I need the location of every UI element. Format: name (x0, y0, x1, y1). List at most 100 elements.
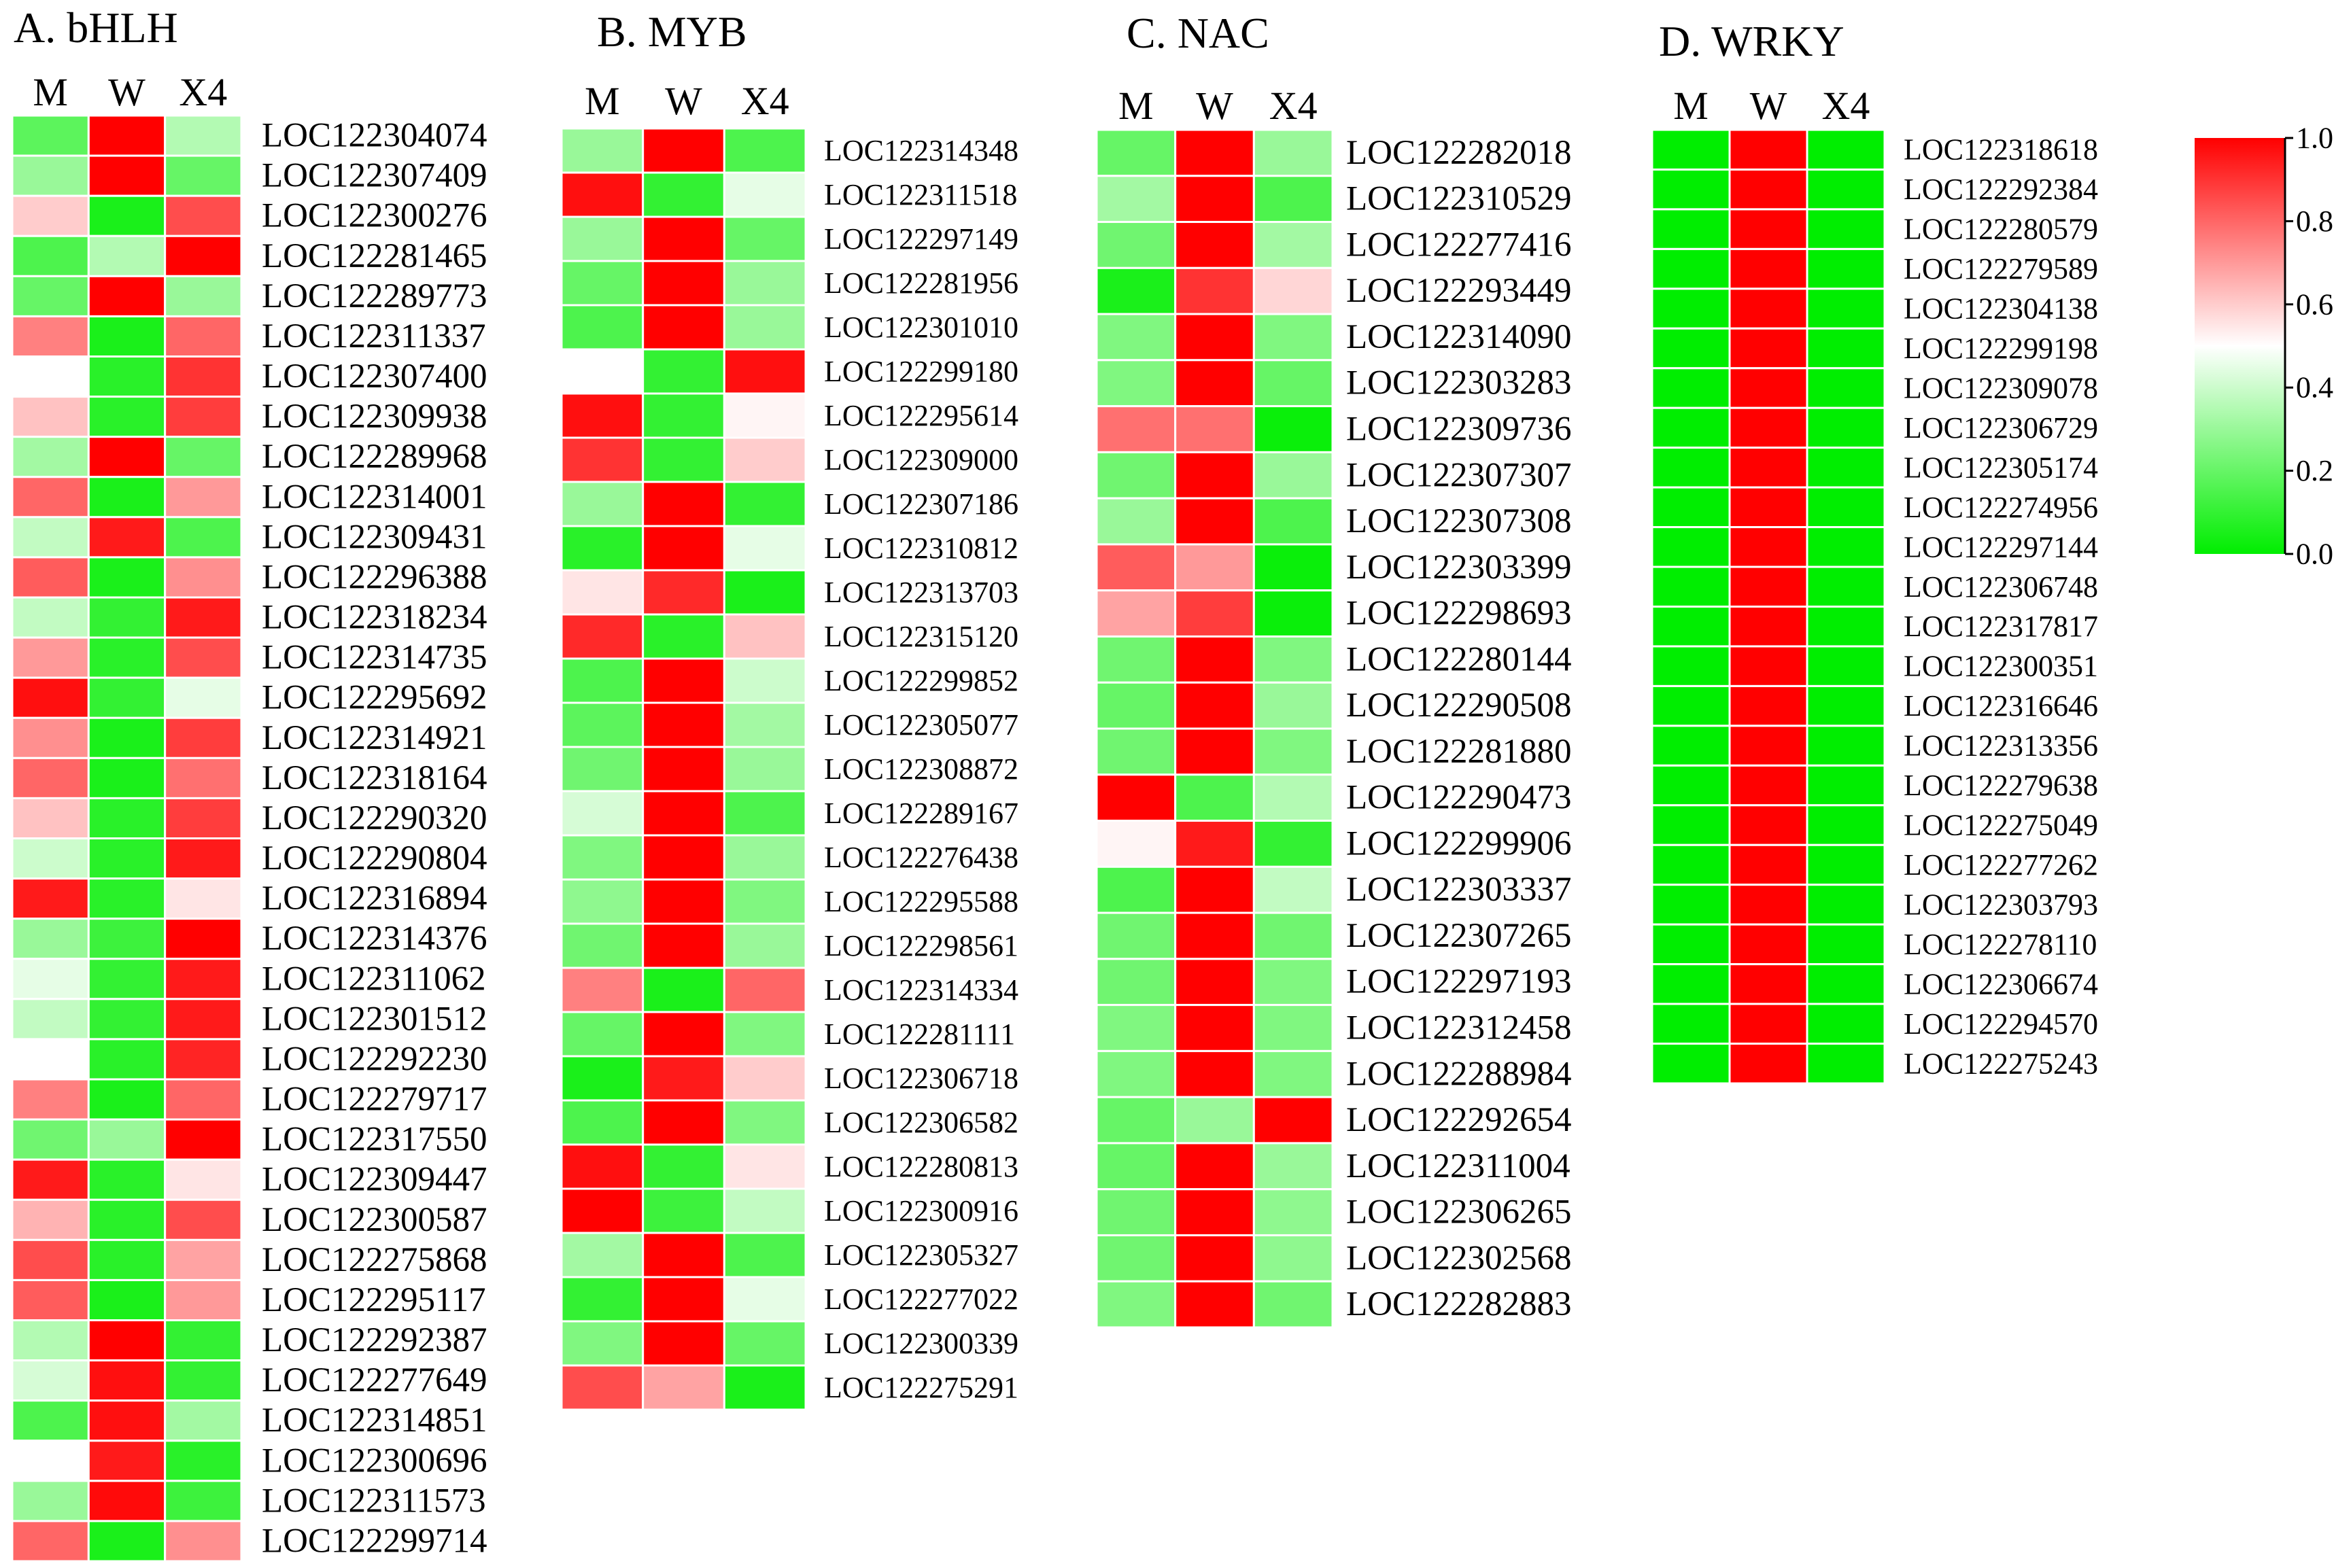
row-label: LOC122279589 (1904, 252, 2098, 285)
heatmap-cell (87, 1078, 167, 1121)
panel-title: A. bHLH (14, 3, 178, 52)
heatmap-panel: D. WRKY M W X4 LOC122318618 LOC122292384 LOC12… (1651, 17, 2098, 1085)
row-label: LOC122280144 (1346, 640, 1572, 678)
row-label: LOC122277649 (262, 1361, 487, 1399)
heatmap-cell (164, 1118, 243, 1161)
heatmap-cell (164, 797, 243, 839)
heatmap-cell (723, 1011, 807, 1058)
row-label: LOC122309431 (262, 518, 487, 556)
heatmap-cell (1252, 911, 1334, 960)
heatmap-cell (1174, 313, 1255, 362)
row-label: LOC122306265 (1346, 1194, 1572, 1232)
column-label: X4 (1269, 84, 1318, 128)
heatmap-cell (1806, 764, 1886, 807)
heatmap-cell (1651, 884, 1731, 926)
column-label: M (33, 70, 68, 114)
heatmap-cell (1095, 635, 1177, 684)
column-label: W (108, 70, 145, 114)
heatmap-cell (560, 878, 645, 925)
row-label: LOC122309000 (824, 443, 1018, 476)
row-label: LOC122311518 (824, 178, 1017, 211)
row-label: LOC122289167 (824, 797, 1018, 830)
heatmap-cell (560, 1364, 645, 1411)
heatmap-cell (642, 481, 725, 527)
heatmap-cell (560, 1276, 645, 1323)
heatmap-cell (164, 636, 243, 679)
heatmap-cell (1174, 635, 1255, 684)
heatmap-cell (164, 556, 243, 599)
row-label: LOC122303337 (1346, 871, 1572, 909)
panel-title: C. NAC (1127, 9, 1269, 57)
row-label: LOC122314090 (1346, 318, 1572, 356)
heatmap-cell (87, 1399, 167, 1442)
heatmap-cell (87, 1198, 167, 1241)
heatmap-cell (1728, 764, 1808, 807)
heatmap-cell (1728, 804, 1808, 846)
row-label: LOC122295117 (262, 1281, 486, 1319)
heatmap-cell (1806, 168, 1886, 211)
heatmap-cell (87, 676, 167, 719)
heatmap-cell (1728, 684, 1808, 727)
row-label: LOC122306582 (824, 1106, 1018, 1139)
heatmap-cell (1728, 447, 1808, 489)
row-label: LOC122307400 (262, 358, 487, 396)
heatmap-cell (1252, 1142, 1334, 1191)
heatmap-cell (1174, 820, 1255, 868)
row-label: LOC122305077 (824, 708, 1018, 742)
column-label: M (1118, 84, 1154, 128)
heatmap-cell (723, 1320, 807, 1367)
heatmap-cell (1174, 543, 1255, 592)
heatmap-cell (87, 1359, 167, 1402)
heatmap-cell (642, 966, 725, 1013)
heatmap-cell (1806, 725, 1886, 767)
heatmap-cell (1174, 865, 1255, 914)
row-label: LOC122303283 (1346, 364, 1572, 402)
row-label: LOC122303399 (1346, 548, 1572, 587)
heatmap-cell (1095, 911, 1177, 960)
row-label: LOC122316646 (1904, 689, 2098, 722)
heatmap-cell (1651, 963, 1731, 1005)
heatmap-cell (1095, 1234, 1177, 1283)
heatmap-cell (87, 877, 167, 920)
heatmap-cell (723, 304, 807, 351)
panel-title: D. WRKY (1659, 17, 1844, 65)
row-label: LOC122307308 (1346, 502, 1572, 540)
heatmap-cell (642, 171, 725, 218)
row-label: LOC122292387 (262, 1321, 487, 1359)
heatmap-cell (87, 396, 167, 438)
heatmap-cell (642, 1276, 725, 1323)
heatmap-cell (642, 878, 725, 925)
heatmap-cell (1252, 865, 1334, 914)
heatmap-cell (1806, 247, 1886, 290)
heatmap-cell (164, 436, 243, 478)
heatmap-cell (723, 260, 807, 307)
heatmap-cell (1651, 684, 1731, 727)
heatmap-cell (1252, 1280, 1334, 1329)
heatmap-cell (1252, 1004, 1334, 1052)
heatmap-cell (1806, 963, 1886, 1005)
heatmap-cell (1252, 543, 1334, 592)
heatmap-cell (560, 1187, 645, 1234)
heatmap-cell (642, 215, 725, 262)
heatmap-cell (723, 392, 807, 439)
heatmap-cell (1806, 606, 1886, 648)
row-label: LOC122307409 (262, 157, 487, 195)
heatmap-cell (11, 1118, 90, 1161)
heatmap-cell (11, 1520, 90, 1563)
row-label: LOC122307307 (1346, 456, 1572, 494)
heatmap-cell (11, 1480, 90, 1522)
row-label: LOC122307186 (824, 487, 1018, 521)
heatmap-panel: B. MYB M W X4 LOC122314348 LOC122311518 LOC122… (560, 7, 1018, 1411)
heatmap-cell (11, 1238, 90, 1281)
heatmap-cell (1174, 1004, 1255, 1052)
heatmap-cell (11, 1399, 90, 1442)
heatmap-cell (1252, 451, 1334, 500)
heatmap-cell (723, 834, 807, 881)
heatmap-cell (1174, 1049, 1255, 1098)
heatmap-cell (11, 958, 90, 1000)
heatmap-cell (164, 1480, 243, 1522)
heatmap-cell (1806, 208, 1886, 250)
heatmap-cell (87, 596, 167, 639)
heatmap-cell (164, 958, 243, 1000)
